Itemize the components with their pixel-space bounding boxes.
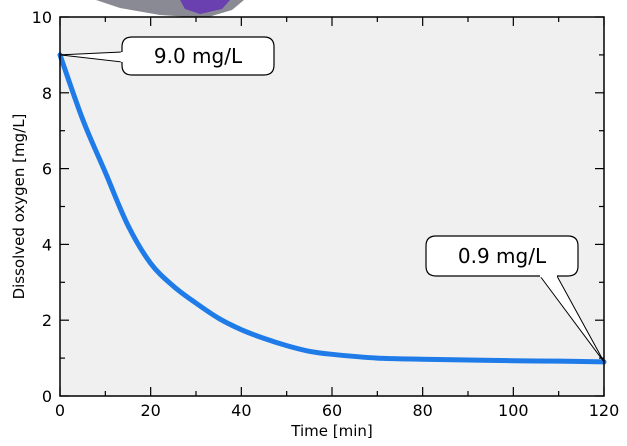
series-layer bbox=[57, 52, 607, 365]
callout-box bbox=[121, 36, 275, 76]
plot-background bbox=[60, 17, 604, 396]
series-line bbox=[57, 52, 607, 365]
plot-area bbox=[60, 17, 604, 396]
y-tick-label: 2 bbox=[42, 311, 52, 330]
x-tick-label: 120 bbox=[589, 401, 620, 420]
y-axis-title: Dissolved oxygen [mg/L] bbox=[10, 114, 28, 300]
y-tick-label: 8 bbox=[42, 84, 52, 103]
y-tick-label: 4 bbox=[42, 235, 52, 254]
callout: 9.0 mg/L bbox=[59, 36, 275, 76]
photo-fragment bbox=[96, 0, 244, 18]
callout-box bbox=[425, 235, 579, 277]
y-tick-label: 10 bbox=[32, 8, 52, 27]
callout-label: 9.0 mg/L bbox=[154, 44, 243, 68]
callout: 0.9 mg/L bbox=[425, 235, 605, 363]
callouts: 9.0 mg/L 0.9 mg/L bbox=[59, 36, 605, 363]
x-tick-label: 40 bbox=[231, 401, 251, 420]
y-tick-label: 0 bbox=[42, 387, 52, 406]
tick-labels: 0 20 40 60 80 100 120 0 2 4 6 8 10 bbox=[32, 8, 620, 420]
x-tick-label: 20 bbox=[140, 401, 160, 420]
x-tick-label: 60 bbox=[322, 401, 342, 420]
x-tick-label: 100 bbox=[498, 401, 529, 420]
x-axis-title: Time [min] bbox=[290, 422, 372, 440]
callout-label: 0.9 mg/L bbox=[458, 244, 547, 268]
x-tick-label: 80 bbox=[412, 401, 432, 420]
plot-frame bbox=[59, 16, 605, 397]
x-tick-label: 0 bbox=[55, 401, 65, 420]
y-tick-label: 6 bbox=[42, 160, 52, 179]
